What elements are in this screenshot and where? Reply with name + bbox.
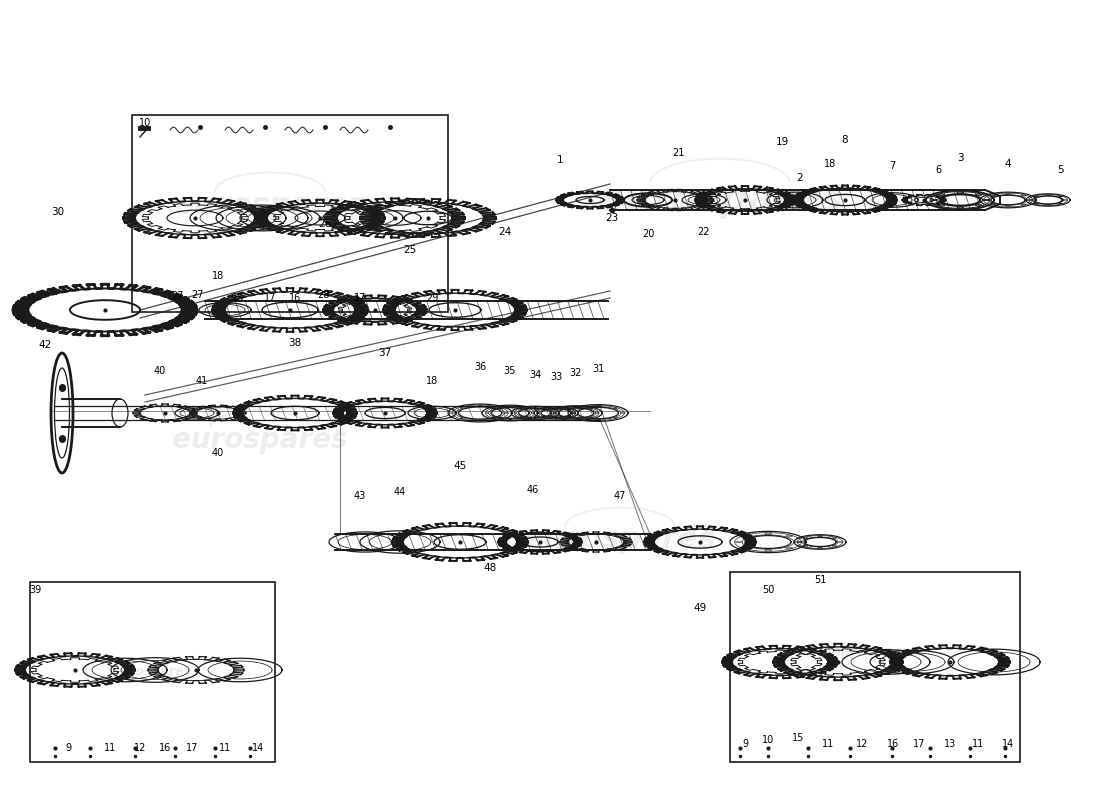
Text: 15: 15 [792, 733, 804, 743]
Text: eurospares: eurospares [597, 181, 843, 219]
Text: 31: 31 [592, 364, 604, 374]
Text: 14: 14 [252, 743, 264, 753]
Text: 36: 36 [474, 362, 486, 372]
Text: 16: 16 [887, 739, 899, 749]
Text: 21: 21 [672, 148, 684, 158]
Text: eurospares: eurospares [174, 190, 366, 219]
Text: 16: 16 [289, 293, 301, 303]
Text: 10: 10 [762, 735, 774, 745]
Text: 42: 42 [39, 340, 52, 350]
Text: 38: 38 [288, 338, 301, 348]
Text: eurospares: eurospares [112, 666, 191, 678]
Text: 5: 5 [1057, 165, 1064, 175]
Text: 14: 14 [1002, 739, 1014, 749]
Text: 18: 18 [212, 271, 224, 281]
Text: 24: 24 [498, 227, 512, 237]
Text: 30: 30 [52, 207, 65, 217]
Text: 15: 15 [232, 293, 244, 303]
Text: 39: 39 [29, 585, 41, 595]
Text: 25: 25 [404, 245, 417, 255]
Text: 11: 11 [219, 743, 231, 753]
Text: 26: 26 [318, 219, 331, 229]
Text: 12: 12 [856, 739, 868, 749]
Text: 43: 43 [354, 491, 366, 501]
Text: 46: 46 [527, 485, 539, 495]
Text: 27: 27 [190, 290, 204, 300]
Text: 40: 40 [154, 366, 166, 376]
Text: 34: 34 [529, 370, 541, 380]
Text: 28: 28 [317, 290, 329, 300]
Text: 11: 11 [103, 743, 117, 753]
Text: 40: 40 [212, 448, 224, 458]
Text: 47: 47 [614, 491, 626, 501]
Text: 8: 8 [842, 135, 848, 145]
Text: 22: 22 [697, 227, 711, 237]
Text: 4: 4 [1004, 159, 1011, 169]
Text: 27: 27 [172, 291, 185, 301]
Text: 37: 37 [378, 348, 392, 358]
Text: 48: 48 [483, 563, 496, 573]
Text: 13: 13 [944, 739, 956, 749]
Text: 32: 32 [570, 368, 582, 378]
Text: 9: 9 [741, 739, 748, 749]
Text: 9: 9 [65, 743, 72, 753]
Text: 7: 7 [889, 161, 895, 171]
Text: 11: 11 [822, 739, 834, 749]
Text: 35: 35 [504, 366, 516, 376]
Text: 17: 17 [354, 293, 366, 303]
Text: 16: 16 [158, 743, 172, 753]
Text: 6: 6 [935, 165, 942, 175]
Text: eurospares: eurospares [524, 526, 716, 554]
Text: 2: 2 [796, 173, 803, 183]
Text: 18: 18 [824, 159, 836, 169]
Text: 29: 29 [426, 293, 438, 303]
Text: 50: 50 [762, 585, 774, 595]
Text: 44: 44 [394, 487, 406, 497]
Text: 19: 19 [776, 137, 789, 147]
Text: 20: 20 [641, 229, 654, 239]
Text: 1: 1 [557, 155, 563, 165]
Text: 23: 23 [605, 213, 618, 223]
Text: eurospares: eurospares [832, 645, 918, 659]
Text: 17: 17 [913, 739, 925, 749]
Text: 10: 10 [139, 118, 151, 128]
Text: 17: 17 [264, 293, 276, 303]
Text: 51: 51 [814, 575, 826, 585]
Text: 12: 12 [134, 743, 146, 753]
Text: 11: 11 [972, 739, 984, 749]
Text: 18: 18 [426, 376, 438, 386]
Text: 33: 33 [550, 372, 562, 382]
Text: 45: 45 [453, 461, 466, 471]
Text: eurospares: eurospares [173, 426, 348, 454]
Text: 3: 3 [957, 153, 964, 163]
Text: 17: 17 [186, 743, 198, 753]
Text: 49: 49 [693, 603, 706, 613]
Text: 41: 41 [196, 376, 208, 386]
